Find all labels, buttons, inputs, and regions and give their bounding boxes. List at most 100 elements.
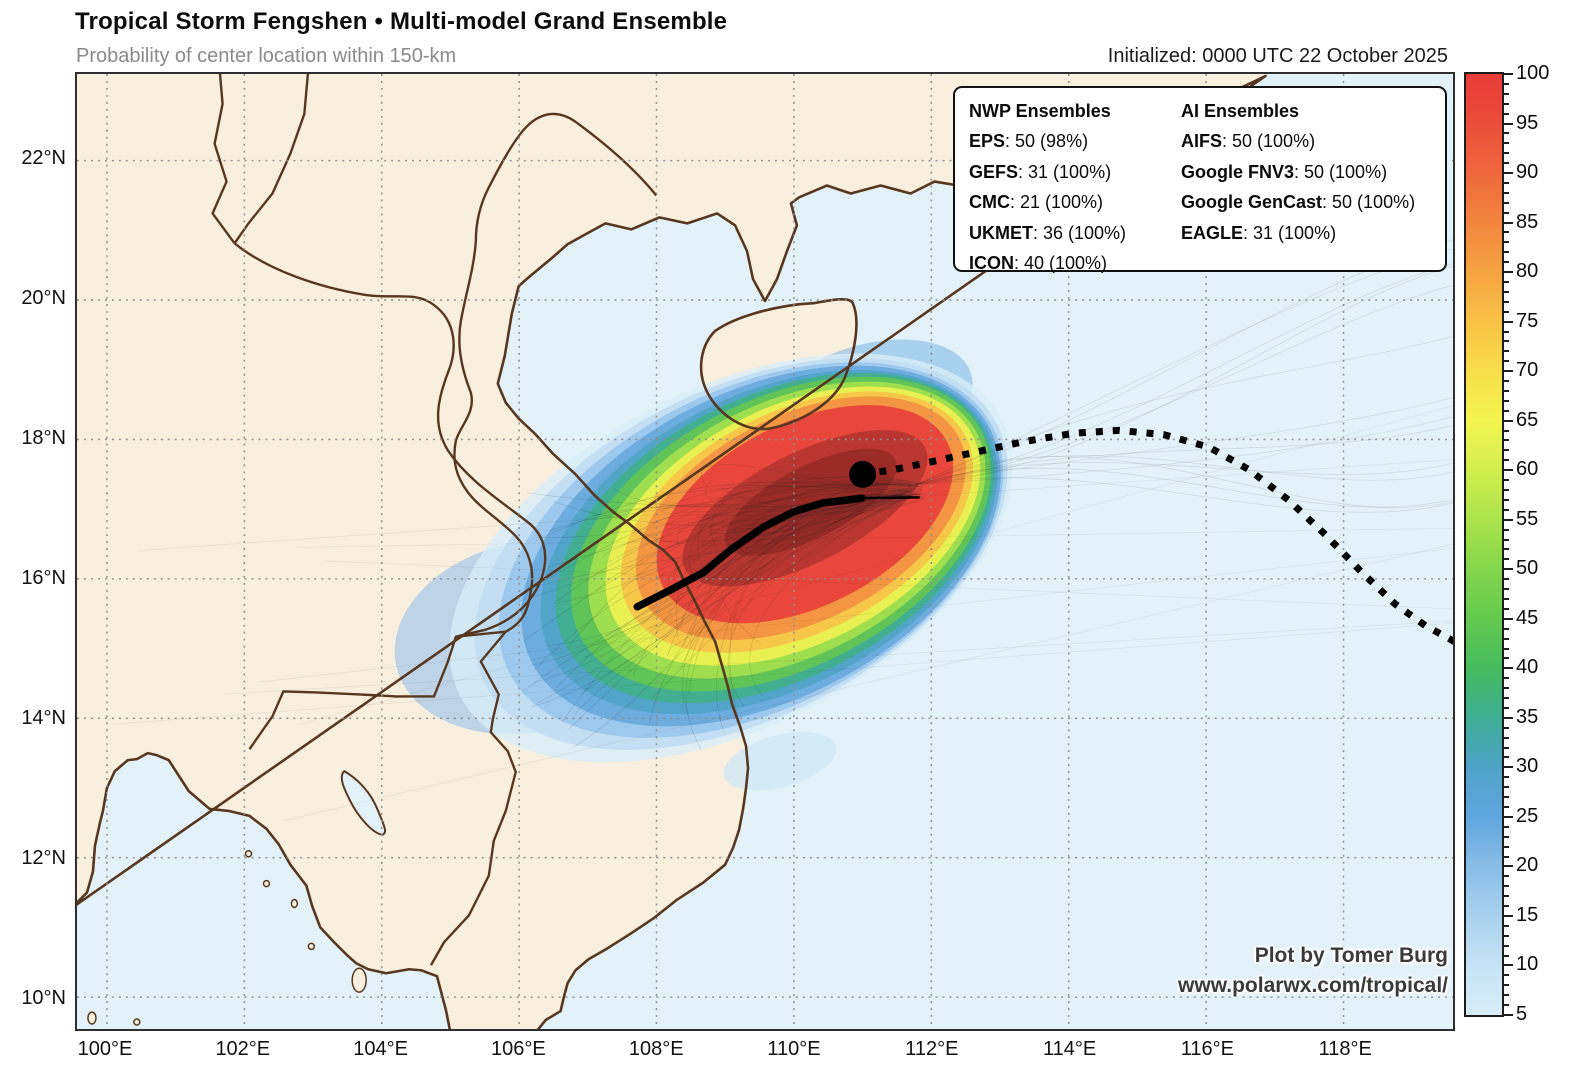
colorbar-tick (1504, 191, 1509, 194)
colorbar-tick (1504, 944, 1509, 947)
colorbar-tick (1504, 885, 1509, 888)
country-border (429, 630, 517, 966)
colorbar-tick (1504, 716, 1513, 719)
colorbar-tick (1504, 181, 1509, 184)
small-island (244, 849, 253, 858)
colorbar-tick-label: 5 (1516, 1003, 1528, 1025)
y-axis-tick-label: 16°N (21, 567, 66, 589)
colorbar-tick (1504, 300, 1509, 303)
colorbar-tick (1504, 845, 1509, 848)
mean-track-tail (861, 496, 920, 500)
legend-row-nwp: UKMET: 36 (100%) (969, 222, 1127, 243)
y-axis-tick-label: 22°N (21, 147, 66, 169)
small-island (290, 898, 299, 909)
small-island (307, 942, 316, 951)
colorbar-tick (1504, 152, 1509, 155)
x-axis-tick-label: 108°E (628, 1038, 684, 1060)
colorbar-tick-label: 85 (1516, 210, 1539, 233)
legend-ai-column: AI Ensembles AIFS: 50 (100%) Google FNV3:… (1181, 96, 1431, 279)
colorbar-tick (1504, 558, 1509, 561)
colorbar-tick-label: 20 (1516, 854, 1539, 877)
colorbar-tick-label: 95 (1516, 111, 1539, 134)
x-axis-tick-label: 106°E (491, 1038, 546, 1060)
colorbar-tick-label: 55 (1516, 507, 1539, 530)
legend-row-nwp: CMC: 21 (100%) (969, 192, 1104, 212)
colorbar-tick (1504, 360, 1509, 363)
colorbar-tick (1504, 221, 1513, 224)
colorbar-tick (1504, 697, 1509, 700)
small-island (87, 1011, 97, 1025)
colorbar-tick (1504, 162, 1509, 165)
colorbar-tick (1504, 568, 1513, 571)
colorbar-tick-label: 60 (1516, 458, 1539, 481)
colorbar-tick (1504, 835, 1509, 838)
colorbar-tick (1504, 687, 1509, 690)
colorbar-tick (1504, 984, 1509, 987)
small-island (262, 879, 271, 888)
colorbar-tick (1504, 905, 1509, 908)
colorbar-tick (1504, 528, 1509, 531)
colorbar-tick (1504, 439, 1509, 442)
colorbar (1464, 72, 1504, 1017)
country-border (453, 112, 658, 633)
colorbar-tick (1504, 469, 1513, 472)
colorbar-tick (1504, 865, 1513, 868)
x-axis-tick-label: 114°E (1042, 1038, 1097, 1060)
colorbar-tick (1504, 855, 1509, 858)
colorbar-tick (1504, 172, 1513, 175)
colorbar-tick (1504, 82, 1509, 85)
colorbar-tick (1504, 281, 1509, 283)
colorbar-tick-label: 10 (1516, 953, 1539, 976)
colorbar-tick-label: 30 (1516, 755, 1539, 778)
colorbar-tick (1504, 994, 1509, 997)
y-axis-tick-label: 14°N (21, 707, 66, 729)
colorbar-tick-label: 50 (1516, 557, 1539, 580)
colorbar-tick (1504, 92, 1509, 95)
colorbar-tick (1504, 498, 1509, 501)
colorbar-tick (1504, 578, 1509, 581)
x-axis-tick-label: 100°E (77, 1038, 133, 1060)
legend-nwp-column: NWP Ensembles EPS: 50 (98%) GEFS: 31 (100… (969, 96, 1181, 279)
colorbar-tick (1504, 974, 1509, 977)
colorbar-tick (1504, 924, 1509, 927)
legend-row-ai: Google FNV3: 50 (100%) (1181, 161, 1388, 182)
small-island (133, 1018, 141, 1026)
colorbar-tick (1504, 1014, 1513, 1016)
x-axis-tick-label: 102°E (215, 1038, 271, 1060)
colorbar-tick (1504, 607, 1509, 610)
colorbar-tick-label: 80 (1516, 260, 1539, 283)
colorbar-tick (1504, 954, 1509, 957)
colorbar-tick (1504, 73, 1513, 75)
colorbar-tick (1504, 796, 1509, 799)
colorbar-tick (1504, 449, 1509, 452)
colorbar-tick (1504, 756, 1509, 759)
legend-nwp-title: NWP Ensembles (969, 101, 1111, 121)
colorbar-tick (1504, 538, 1509, 541)
mainland (77, 74, 1267, 1029)
colorbar-tick (1504, 142, 1509, 145)
colorbar-tick (1504, 370, 1513, 373)
colorbar-tick (1504, 776, 1509, 779)
colorbar-tick (1504, 241, 1509, 244)
colorbar-tick (1504, 875, 1509, 878)
observed-past-track (862, 426, 1453, 645)
colorbar-tick-label: 45 (1516, 606, 1539, 629)
colorbar-tick (1504, 271, 1513, 274)
legend-row-nwp: GEFS: 31 (100%) (969, 161, 1112, 182)
colorbar-tick (1504, 627, 1509, 630)
credit-text: Plot by Tomer Burg (1254, 944, 1448, 967)
y-axis-tick-label: 20°N (21, 287, 66, 309)
colorbar-tick (1504, 766, 1513, 769)
x-axis-tick-label: 110°E (767, 1038, 821, 1060)
y-axis-tick-label: 18°N (21, 427, 66, 449)
colorbar-tick (1504, 667, 1513, 670)
country-border (248, 630, 506, 750)
colorbar-tick (1504, 409, 1509, 412)
colorbar-tick-label: 100 (1516, 62, 1550, 84)
colorbar-tick (1504, 340, 1509, 343)
colorbar-tick (1504, 964, 1513, 967)
legend-row-nwp: EPS: 50 (98%) (969, 131, 1089, 151)
page-subtitle: Probability of center location within 15… (76, 45, 457, 67)
colorbar-tick (1504, 1004, 1509, 1007)
